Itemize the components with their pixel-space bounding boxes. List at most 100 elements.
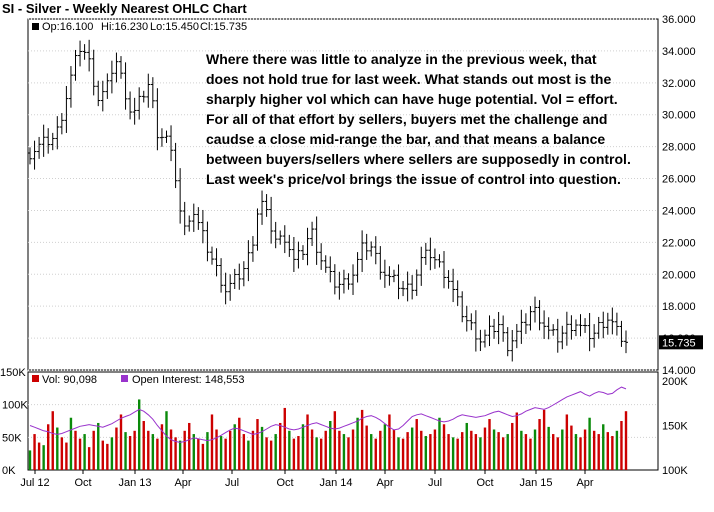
ohlc-bar xyxy=(37,136,42,159)
ohlc-bar xyxy=(109,60,114,94)
ohlc-bar xyxy=(373,236,378,265)
volume-bar xyxy=(492,429,496,470)
ohlc-bar xyxy=(569,315,574,340)
ohlc-bar xyxy=(132,97,137,125)
volume-bar xyxy=(611,436,614,470)
volume-bar xyxy=(319,438,323,470)
ohlc-bar xyxy=(587,312,592,352)
ohlc-bar xyxy=(601,311,606,339)
volume-bar xyxy=(529,438,532,470)
ohlc-bar xyxy=(523,313,528,334)
volume-bar xyxy=(511,422,514,470)
volume-bar xyxy=(515,412,519,470)
legend-open: Op:16.100 xyxy=(42,21,93,33)
volume-bar xyxy=(451,437,455,470)
ohlc-bar xyxy=(114,52,119,83)
ohlc-bar xyxy=(82,44,87,60)
ohlc-bar xyxy=(442,251,447,289)
price-tick-label: 18.000 xyxy=(662,301,696,313)
volume-bar xyxy=(142,421,145,470)
volume-bar xyxy=(133,430,136,470)
volume-bar xyxy=(465,422,468,470)
volume-bar xyxy=(329,421,332,470)
volume-bar xyxy=(283,407,286,470)
volume-bar xyxy=(74,430,77,470)
volume-bar xyxy=(438,417,441,470)
ohlc-bar xyxy=(196,207,201,230)
volume-bar xyxy=(60,437,64,470)
ohlc-bar xyxy=(419,246,424,286)
ohlc-bar xyxy=(328,256,333,283)
ohlc-bar xyxy=(50,132,55,151)
annotation-line-6: between buyers/sellers where sellers are… xyxy=(206,151,631,167)
ohlc-bar xyxy=(510,329,515,362)
ohlc-bar xyxy=(228,274,233,301)
ohlc-bar xyxy=(378,246,383,280)
ohlc-bar xyxy=(323,255,328,273)
volume-bar xyxy=(324,430,327,470)
ohlc-bar xyxy=(269,196,274,244)
volume-legend-label: Vol: 90,098 xyxy=(42,374,97,386)
volume-bar xyxy=(379,430,382,470)
volume-bar xyxy=(192,434,195,470)
volume-bar xyxy=(265,437,268,470)
annotation-line-2: does not hold true for last week. What s… xyxy=(206,71,611,87)
volume-bar xyxy=(119,414,123,470)
ohlc-bar xyxy=(250,236,255,262)
x-tick-label: Jan 13 xyxy=(118,477,151,489)
volume-bar xyxy=(524,434,528,470)
volume-bar xyxy=(556,437,559,470)
oi-legend-swatch xyxy=(121,375,128,382)
ohlc-bar xyxy=(96,80,101,107)
ohlc-bar xyxy=(141,90,146,103)
ohlc-bar xyxy=(487,315,492,347)
ohlc-bar xyxy=(596,316,601,339)
ohlc-bar xyxy=(128,91,133,120)
volume-bar xyxy=(547,426,550,470)
ohlc-bar xyxy=(46,128,51,154)
volume-top-label: 150K xyxy=(0,367,26,379)
ohlc-bar xyxy=(32,140,37,170)
volume-bar xyxy=(183,430,186,470)
annotation-line-3: sharply higher vol which can have huge p… xyxy=(206,91,618,107)
volume-bar xyxy=(442,424,446,470)
ohlc-bar xyxy=(310,221,315,246)
ohlc-bar xyxy=(382,259,387,288)
ohlc-bar xyxy=(592,324,597,348)
ohlc-bar xyxy=(91,49,96,96)
x-tick-label: Jan 15 xyxy=(519,477,552,489)
ohlc-bar xyxy=(105,73,110,99)
volume-bar xyxy=(188,422,191,470)
volume-bar xyxy=(151,434,155,470)
ohlc-bar xyxy=(423,242,428,265)
volume-bar xyxy=(606,432,610,470)
volume-bar xyxy=(137,399,141,470)
ohlc-bar xyxy=(87,39,92,72)
x-tick-label: Apr xyxy=(576,477,593,489)
ohlc-bar xyxy=(564,311,569,346)
volume-bar xyxy=(219,436,223,470)
ohlc-bar xyxy=(68,66,73,108)
price-tick-label: 30.000 xyxy=(662,110,696,122)
ohlc-bar xyxy=(159,128,164,147)
ohlc-bar xyxy=(496,311,501,345)
ohlc-bar xyxy=(264,194,269,217)
price-tick-label: 34.000 xyxy=(662,46,696,58)
ohlc-bar xyxy=(610,307,615,335)
ohlc-bar xyxy=(432,248,437,269)
ohlc-bar xyxy=(41,124,46,157)
volume-bar xyxy=(570,425,573,470)
volume-bar xyxy=(83,434,86,470)
chart-title: SI - Silver - Weekly Nearest OHLC Chart xyxy=(2,1,247,16)
ohlc-bar xyxy=(533,296,538,323)
volume-bar xyxy=(215,429,218,470)
ohlc-bar xyxy=(573,319,578,337)
volume-bar xyxy=(420,430,423,470)
volume-bar xyxy=(470,430,473,470)
volume-bar xyxy=(365,425,368,470)
volume-bar xyxy=(224,438,227,470)
volume-bar xyxy=(347,437,350,470)
ohlc-bar xyxy=(182,201,187,236)
volume-bar xyxy=(274,434,277,470)
volume-bar xyxy=(260,426,264,470)
